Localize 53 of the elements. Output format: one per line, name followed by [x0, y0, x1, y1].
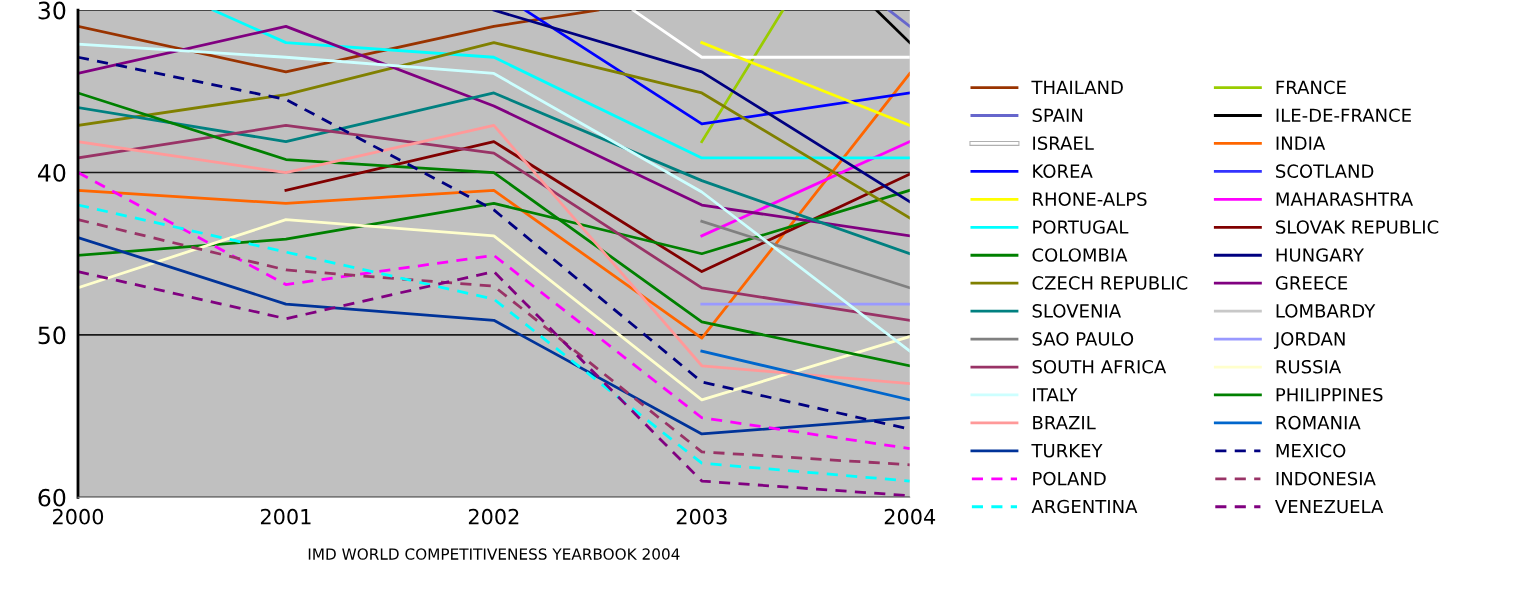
legend-label: TURKEY [1031, 444, 1103, 458]
legend-label: ITALY [1033, 388, 1078, 402]
legend-label: POLAND [1033, 471, 1106, 486]
legend-label: BRAZIL [1033, 416, 1096, 430]
legend-label: RHONE-ALPS [1033, 192, 1147, 206]
legend-label: JORDAN [1273, 332, 1345, 350]
legend-label: VENEZUELA [1275, 499, 1384, 514]
legend-label: SOUTH AFRICA [1032, 359, 1167, 374]
line-series [211, 10, 910, 160]
y-tick-label: 50 [38, 326, 66, 345]
x-axis-title: IMD WORLD COMPETITIVENESS YEARBOOK 2004 [308, 548, 680, 560]
legend-label: THAILAND [1031, 80, 1123, 94]
line-series [77, 124, 910, 322]
x-tick-label: 2002 [468, 508, 519, 525]
line-series [77, 171, 910, 450]
legend-label: RUSSIA [1276, 359, 1342, 374]
legend-label: HUNGARY [1276, 248, 1364, 262]
y-tick-label: 60 [38, 488, 66, 507]
line-series [284, 140, 910, 273]
legend-label: SPAIN [1032, 108, 1083, 123]
legend-label: PORTUGAL [1033, 220, 1129, 234]
line-series [77, 124, 910, 386]
legend-label: ILE-DE-FRANCE [1276, 108, 1411, 123]
legend-label: COLOMBIA [1032, 248, 1128, 262]
legend-label: SLOVAK REPUBLIC [1276, 220, 1439, 234]
x-tick-label: 2003 [676, 508, 727, 525]
legend-label: KOREA [1033, 164, 1093, 178]
legend-label: SLOVENIA [1032, 304, 1122, 318]
x-tick-label: 2000 [53, 508, 104, 525]
legend-label: MAHARASHTRA [1276, 192, 1413, 206]
line-series [77, 236, 910, 436]
line-series [77, 91, 910, 256]
legend-label: INDONESIA [1276, 471, 1376, 486]
legend-label: MEXICO [1276, 443, 1346, 458]
legend-label: CZECH REPUBLIC [1032, 276, 1188, 290]
line-series [77, 218, 910, 402]
y-tick-label: 30 [38, 1, 66, 20]
y-tick-label: 40 [37, 163, 66, 182]
legend-label: SAO PAULO [1032, 332, 1134, 346]
legend-label: ARGENTINA [1031, 499, 1138, 514]
line-series [77, 41, 910, 220]
legend-label: FRANCE [1276, 80, 1346, 95]
legend-label: INDIA [1276, 136, 1326, 150]
line-series [77, 91, 910, 368]
legend-label: PHILIPPINES [1276, 387, 1383, 402]
legend-label: LOMBARDY [1276, 304, 1376, 318]
legend-label: GREECE [1275, 276, 1348, 290]
x-tick-label: 2004 [884, 508, 936, 525]
legend-label: SCOTLAND [1276, 164, 1374, 178]
line-series [77, 25, 910, 238]
x-tick-label: 2001 [260, 508, 311, 525]
legend-label: ROMANIA [1276, 415, 1361, 430]
legend-label: ISRAEL [1033, 136, 1094, 151]
